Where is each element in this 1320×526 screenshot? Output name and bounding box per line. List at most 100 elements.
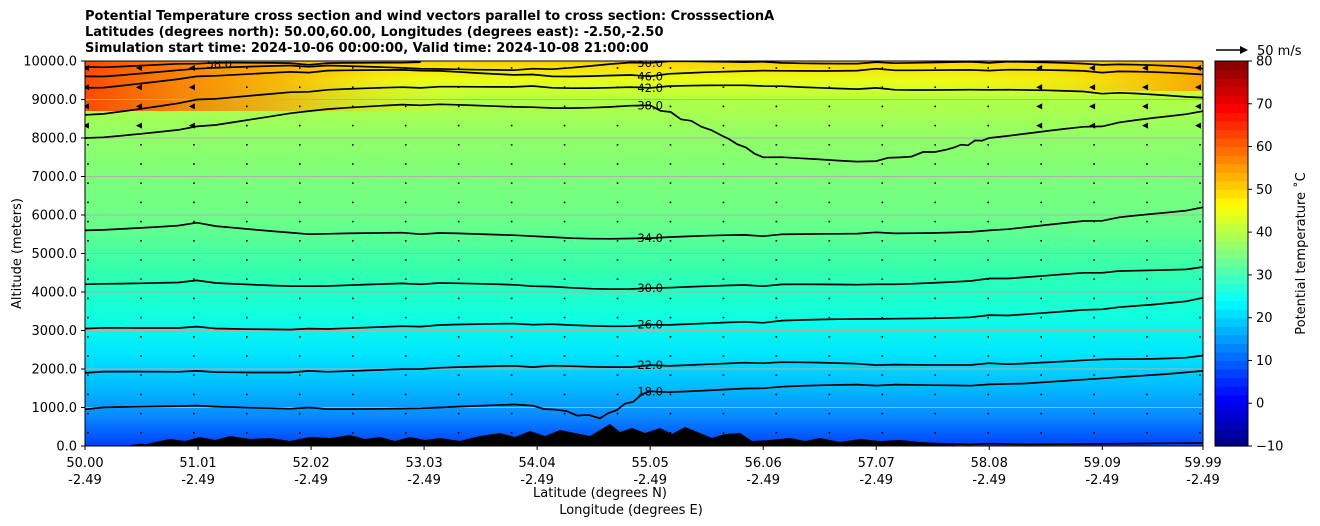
wind-arrow — [351, 105, 354, 108]
wind-arrow — [616, 393, 619, 396]
wind-arrow — [775, 278, 778, 280]
wind-arrow — [722, 182, 725, 184]
contour-label: 34.0 — [637, 231, 663, 245]
wind-arrow — [775, 412, 778, 415]
x-tick-label-lon: -2.49 — [972, 473, 1006, 488]
wind-arrow — [351, 297, 354, 300]
colorbar-tick-label: 50 — [1256, 183, 1273, 198]
wind-arrow — [193, 316, 195, 319]
wind-arrow — [299, 412, 301, 415]
y-tick-label: 10000.0 — [23, 55, 77, 70]
colorbar-band — [1215, 334, 1248, 344]
wind-arrow — [299, 278, 301, 280]
wind-arrow — [775, 67, 778, 69]
contour-line — [85, 84, 1203, 116]
colorbar-band — [1215, 428, 1248, 439]
wind-arrow — [828, 124, 831, 127]
wind-arrow — [828, 297, 831, 300]
wind-arrow — [1040, 393, 1042, 396]
wind-arrow — [1040, 432, 1042, 434]
wind-arrow — [193, 201, 195, 204]
wind-arrow — [299, 201, 301, 204]
wind-arrow — [722, 316, 725, 319]
wind-arrow — [457, 412, 460, 415]
wind-arrow — [457, 105, 460, 108]
wind-arrow — [987, 259, 989, 261]
wind-arrow — [1093, 336, 1095, 338]
wind-arrow — [1093, 259, 1095, 261]
wind-arrow — [563, 393, 566, 396]
colorbar-band — [1215, 155, 1248, 165]
x-tick-label-lon: -2.49 — [520, 473, 554, 488]
wind-arrow — [299, 240, 301, 242]
wind-arrow — [510, 220, 513, 223]
colorbar-label: Potential temperature ˚C — [1293, 172, 1309, 335]
contour-label: 46.0 — [637, 69, 663, 83]
wind-arrow — [722, 240, 725, 242]
wind-arrow — [85, 122, 89, 129]
wind-arrow — [404, 393, 407, 396]
wind-arrow — [987, 67, 989, 69]
wind-arrow — [881, 240, 884, 242]
wind-arrow — [1146, 316, 1148, 319]
x-tick-label-lat: 51.01 — [179, 456, 216, 471]
wind-arrow — [987, 336, 989, 338]
wind-arrow — [775, 182, 778, 184]
wind-arrow — [404, 297, 407, 300]
wind-arrow — [669, 220, 672, 223]
wind-arrow — [934, 182, 937, 184]
wind-arrow — [881, 124, 884, 127]
x-axis-label-longitude: Longitude (degrees E) — [559, 503, 703, 518]
x-tick-label-lon: -2.49 — [746, 473, 780, 488]
wind-arrow — [246, 144, 248, 146]
wind-arrow — [457, 316, 460, 319]
wind-arrow — [616, 182, 619, 184]
wind-arrow — [881, 67, 884, 69]
wind-arrow — [457, 163, 460, 165]
wind-arrow — [669, 124, 672, 127]
wind-arrow — [722, 144, 725, 146]
colorbar-band — [1215, 309, 1248, 319]
wind-arrow — [510, 297, 513, 300]
wind-arrow — [135, 65, 142, 71]
wind-arrow — [828, 355, 831, 357]
wind-arrow — [351, 144, 354, 146]
wind-arrow — [404, 432, 407, 434]
wind-arrow — [246, 105, 248, 108]
colorbar-band — [1215, 61, 1248, 71]
quiver-key: 50 m/s — [1216, 44, 1302, 59]
wind-arrow — [669, 105, 672, 108]
colorbar-ticks: −10 0 10 20 30 40 50 60 70 80 — [1248, 55, 1283, 455]
wind-arrow — [457, 182, 460, 184]
wind-arrow — [140, 240, 142, 242]
x-tick-label-lat: 59.99 — [1184, 456, 1221, 471]
wind-arrow — [87, 201, 89, 204]
wind-arrow — [722, 374, 725, 376]
wind-arrow — [775, 297, 778, 300]
wind-arrow — [188, 103, 195, 110]
wind-arrow — [669, 316, 672, 319]
x-tick-label-lon: -2.49 — [181, 473, 215, 488]
wind-arrow — [87, 182, 89, 184]
wind-arrow — [140, 297, 142, 300]
wind-arrow — [1142, 103, 1149, 110]
contour-label: 18.0 — [637, 384, 663, 398]
wind-arrow — [351, 201, 354, 204]
wind-arrow — [1040, 297, 1042, 300]
wind-arrow — [1146, 278, 1148, 280]
wind-arrow — [934, 259, 937, 261]
wind-arrow — [1040, 355, 1042, 357]
wind-arrow — [404, 412, 407, 415]
wind-arrow — [135, 84, 142, 91]
wind-arrow — [140, 393, 142, 396]
x-tick-label-lon: -2.49 — [859, 473, 893, 488]
wind-arrow — [299, 432, 301, 434]
wind-arrow — [563, 297, 566, 300]
wind-arrow — [563, 144, 566, 146]
colorbar-band — [1215, 377, 1248, 387]
wind-arrow — [987, 374, 989, 376]
contour-label: 22.0 — [637, 358, 663, 372]
wind-arrow — [193, 297, 195, 300]
wind-arrow — [87, 393, 89, 396]
wind-arrow — [1146, 259, 1148, 261]
